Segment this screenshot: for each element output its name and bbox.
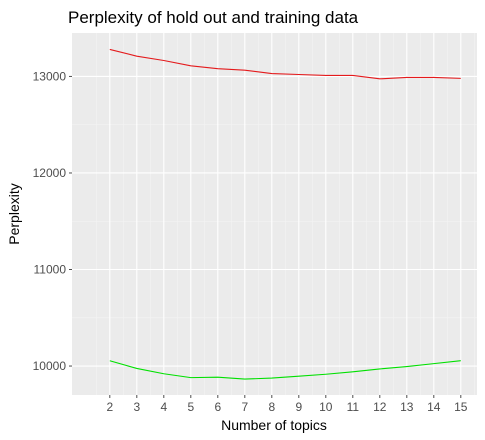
x-tick-label: 6	[214, 400, 221, 414]
x-tick-label: 8	[268, 400, 275, 414]
series-line-2	[109, 360, 461, 380]
x-axis: 2 3 4 5 6 7 8 9 10 11 12 13 14 15	[106, 395, 468, 414]
series-line-1	[109, 48, 461, 80]
y-tick-label: 12000	[33, 166, 67, 180]
x-tick-label: 7	[241, 400, 248, 414]
x-tick-label: 3	[133, 400, 140, 414]
minor-gridlines	[72, 33, 477, 395]
x-axis-label: Number of topics	[221, 417, 327, 433]
x-tick-label: 2	[106, 400, 113, 414]
y-tick-label: 10000	[33, 359, 67, 373]
x-tick-label: 5	[187, 400, 194, 414]
y-tick-label: 11000	[34, 263, 67, 277]
x-tick-label: 11	[347, 400, 360, 414]
x-tick-label: 13	[400, 400, 414, 414]
y-tick-label: 13000	[33, 69, 67, 83]
y-axis: 10000 11000 12000 13000	[33, 69, 72, 373]
major-gridlines	[72, 33, 477, 395]
x-tick-label: 15	[454, 400, 468, 414]
plot-panel	[72, 33, 477, 395]
x-tick-label: 9	[295, 400, 302, 414]
chart-title: Perplexity of hold out and training data	[68, 8, 359, 27]
x-tick-label: 12	[373, 400, 387, 414]
x-tick-label: 4	[160, 400, 167, 414]
x-tick-label: 10	[319, 400, 333, 414]
series-lines	[109, 48, 461, 380]
x-tick-label: 14	[427, 400, 441, 414]
y-axis-label: Perplexity	[6, 183, 22, 244]
